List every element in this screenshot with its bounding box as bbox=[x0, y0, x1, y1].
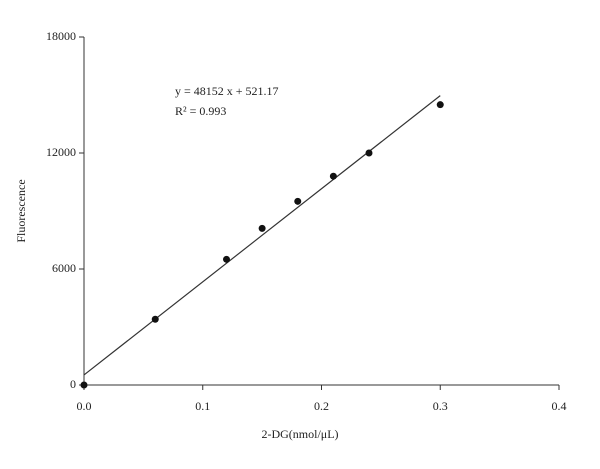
point bbox=[329, 172, 337, 180]
annotation: R² = 0.993 bbox=[175, 104, 226, 118]
x-tick-label: 0.4 bbox=[552, 399, 567, 413]
y-tick-label: 6000 bbox=[52, 261, 76, 275]
y-tick-label: 18000 bbox=[46, 29, 76, 43]
point bbox=[223, 255, 230, 263]
y-tick-label: 12000 bbox=[46, 145, 76, 159]
x-axis-label: 2-DG(nmol/μL) bbox=[261, 427, 338, 441]
x-tick-label: 0.2 bbox=[314, 399, 329, 413]
x-tick-label: 0.1 bbox=[195, 399, 210, 413]
point bbox=[436, 101, 444, 109]
y-axis-label: Fluorescence bbox=[14, 179, 28, 242]
point bbox=[151, 315, 159, 323]
x-tick-label: 0.0 bbox=[77, 399, 92, 413]
point bbox=[294, 197, 302, 205]
point bbox=[365, 149, 373, 157]
point bbox=[258, 224, 266, 232]
fit-line bbox=[83, 95, 441, 376]
annotation: y = 48152 x + 521.17 bbox=[175, 84, 279, 98]
point bbox=[80, 381, 88, 389]
y-tick-label: 0 bbox=[70, 377, 76, 391]
x-tick-label: 0.3 bbox=[433, 399, 448, 413]
